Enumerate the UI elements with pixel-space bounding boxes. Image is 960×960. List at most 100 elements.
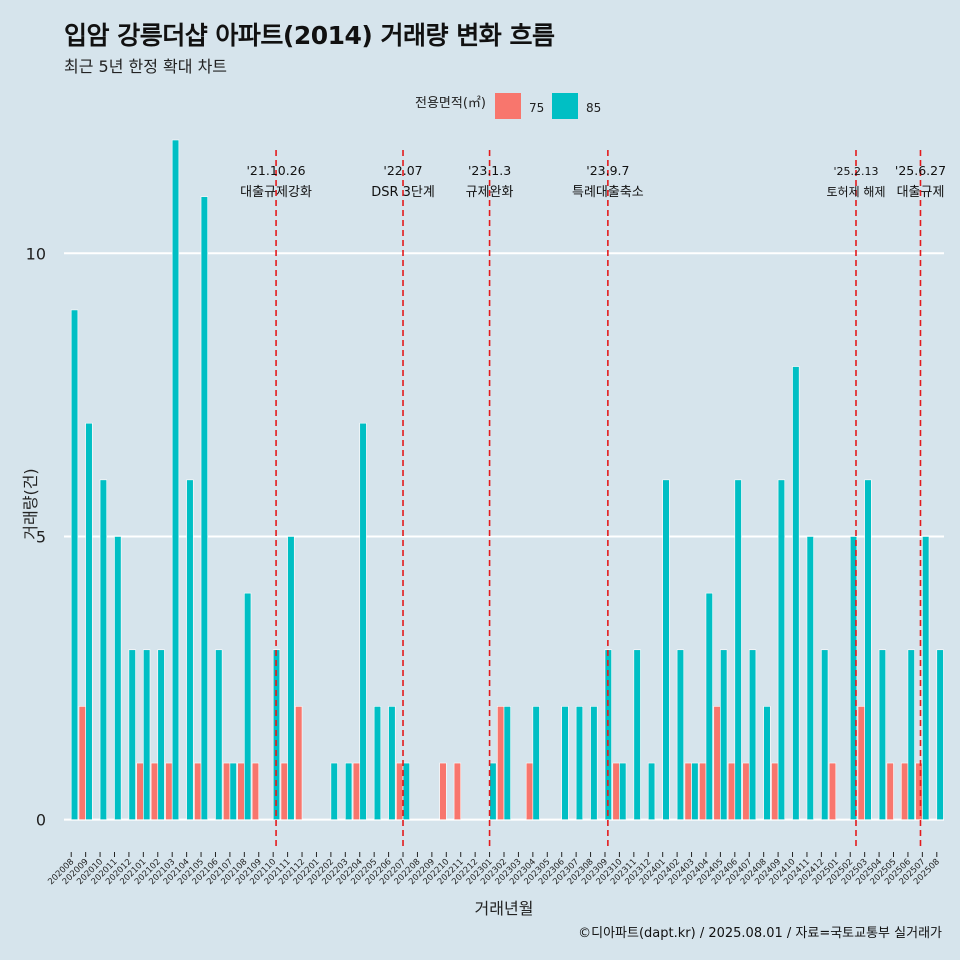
bar-75-202207 (396, 762, 404, 820)
bar-75-202112 (295, 706, 303, 820)
event-desc-label: 규제완화 (466, 185, 514, 200)
event-date-label: '23.9.7 (586, 163, 629, 178)
bar-85-202409 (777, 479, 786, 820)
bar-75-202105 (194, 762, 202, 820)
chart-subtitle: 최근 5년 한정 확대 차트 (64, 57, 228, 76)
bar-75-202407 (742, 762, 750, 820)
bar-85-202311 (633, 649, 641, 820)
bar-75-202403 (684, 762, 692, 820)
bar-85-202105 (200, 196, 208, 820)
bar-85-202410 (792, 366, 800, 820)
bar-85-202412 (821, 649, 829, 820)
bar-75-202310 (612, 762, 620, 820)
bar-75-202507 (915, 762, 923, 820)
bar-85-202207 (402, 762, 410, 820)
bar-85-202401 (662, 479, 670, 820)
bar-85-202304 (532, 706, 540, 820)
bar-85-202108 (244, 592, 252, 820)
bar-75-202211 (453, 762, 462, 820)
bar-85-202506 (907, 649, 915, 820)
bar-75-202103 (165, 762, 173, 820)
bar-75-202009 (78, 706, 86, 820)
bar-85-202102 (157, 649, 165, 820)
y-tick-label: 10 (26, 244, 46, 263)
bar-75-202501 (828, 762, 837, 820)
bar-85-202301 (489, 762, 497, 820)
y-tick-label: 0 (36, 811, 46, 830)
bar-75-202101 (136, 762, 144, 820)
bar-85-202310 (619, 762, 627, 820)
bar-75-202302 (497, 706, 505, 820)
bar-85-202012 (128, 649, 136, 820)
legend-swatch-75 (495, 93, 521, 119)
bar-85-202302 (503, 706, 511, 820)
bar-75-202109 (251, 762, 260, 820)
event-date-label: '21.10.26 (247, 163, 306, 178)
bar-75-202405 (713, 706, 721, 820)
bar-75-202204 (352, 762, 361, 820)
bar-85-202101 (143, 649, 151, 820)
source-caption: ©디아파트(dapt.kr) / 2025.08.01 / 자료=국토교통부 실… (578, 926, 942, 941)
bar-85-202402 (676, 649, 685, 820)
bar-85-202406 (734, 479, 742, 820)
bar-85-202111 (287, 536, 295, 820)
bar-85-202011 (114, 536, 122, 820)
bar-85-202204 (359, 422, 367, 820)
bar-85-202407 (748, 649, 757, 820)
bar-85-202404 (705, 592, 713, 820)
y-axis-title: 거래량(건) (21, 468, 40, 539)
bar-85-202106 (215, 649, 223, 820)
bar-85-202405 (720, 649, 728, 820)
bar-85-202503 (864, 479, 872, 820)
event-desc-label: DSR 3단계 (371, 185, 435, 200)
event-date-label: '25.6.27 (895, 163, 946, 178)
event-desc-label: 토허제 해제 (826, 185, 885, 199)
bar-75-202404 (699, 762, 707, 820)
bar-85-202104 (186, 479, 194, 820)
bar-75-202409 (771, 762, 779, 820)
event-date-label: '22.07 (383, 163, 422, 178)
bar-85-202010 (99, 479, 108, 820)
bar-85-202508 (936, 649, 944, 820)
bar-75-202111 (280, 762, 288, 820)
event-desc-label: 특례대출축소 (572, 185, 644, 200)
bar-85-202411 (806, 536, 814, 820)
bar-75-202102 (150, 762, 159, 820)
bar-85-202408 (763, 706, 771, 820)
chart-title: 입암 강릉더샵 아파트(2014) 거래량 변화 흐름 (64, 21, 555, 50)
bar-85-202504 (878, 649, 887, 820)
bar-85-202307 (575, 706, 584, 820)
bar-75-202503 (857, 706, 865, 820)
bar-85-202103 (171, 139, 180, 820)
bar-75-202107 (222, 762, 231, 820)
bar-75-202108 (237, 762, 245, 820)
bar-85-202507 (922, 536, 930, 820)
bar-85-202403 (691, 762, 699, 820)
bar-85-202312 (647, 762, 656, 820)
legend-label-85: 85 (586, 101, 601, 115)
bar-85-202008 (70, 309, 79, 820)
event-date-label: '23.1.3 (468, 163, 511, 178)
legend-label-75: 75 (529, 101, 544, 115)
event-date-label: '25.2.13 (833, 165, 878, 178)
x-axis-title: 거래년월 (475, 899, 534, 918)
bar-85-202107 (229, 762, 237, 820)
bar-85-202203 (345, 762, 353, 820)
event-desc-label: 대출규제강화 (240, 185, 312, 200)
legend-title: 전용면적(㎡) (415, 96, 486, 111)
bar-85-202205 (373, 706, 382, 820)
bar-85-202502 (849, 536, 858, 820)
bar-75-202304 (525, 762, 534, 820)
y-tick-label: 5 (36, 527, 46, 546)
bar-85-202306 (561, 706, 569, 820)
bar-85-202009 (85, 422, 93, 820)
bar-75-202505 (886, 762, 894, 820)
bar-75-202506 (900, 762, 909, 820)
bar-75-202210 (439, 762, 447, 820)
legend-swatch-85 (552, 93, 578, 119)
bar-85-202308 (590, 706, 598, 820)
event-desc-label: 대출규제 (897, 185, 945, 200)
bar-75-202406 (727, 762, 736, 820)
bar-85-202206 (388, 706, 396, 820)
